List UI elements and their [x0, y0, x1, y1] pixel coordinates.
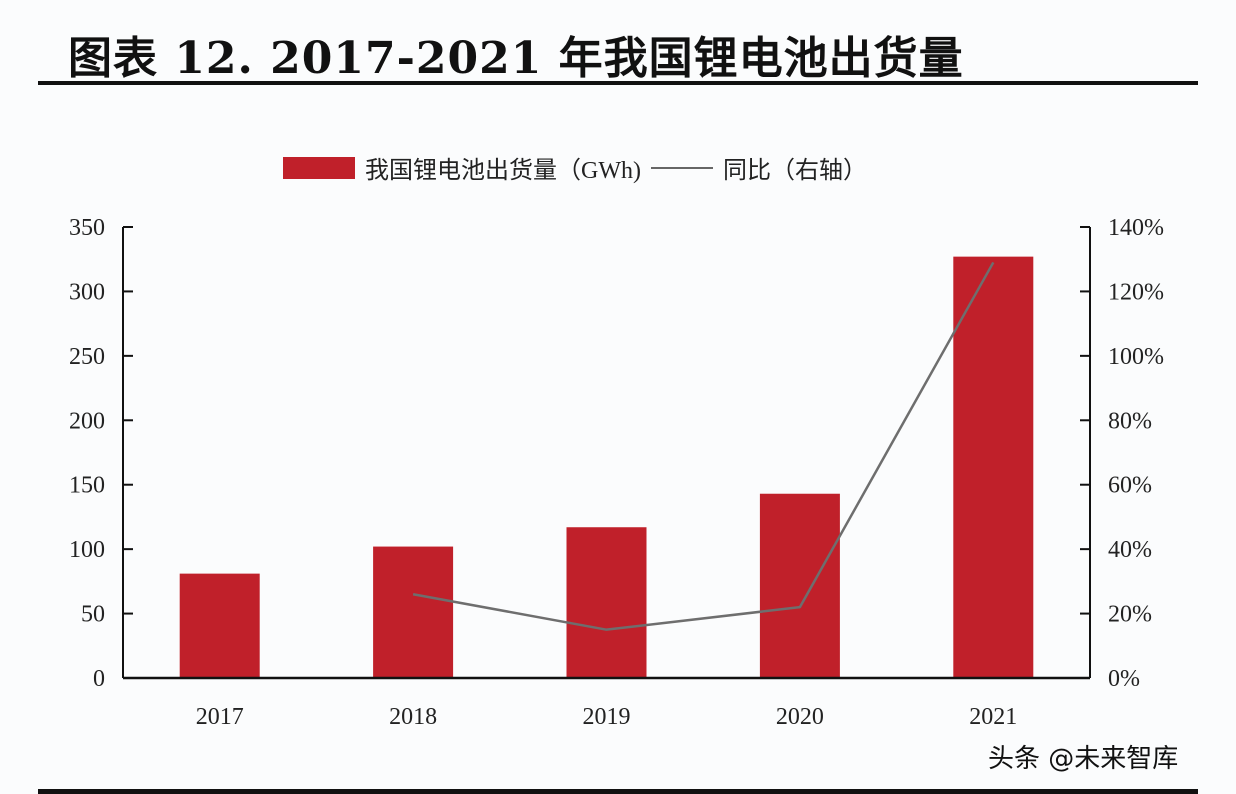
right-tick-label: 60%	[1108, 473, 1152, 499]
legend: 我国锂电池出货量 （GWh) 同比（右轴）	[283, 150, 867, 185]
right-tick-label: 80%	[1108, 408, 1152, 434]
right-tick-label: 40%	[1108, 537, 1152, 563]
legend-line-swatch	[650, 166, 713, 169]
right-tick-label: 120%	[1108, 279, 1164, 305]
watermark: 头条 @未来智库	[988, 744, 1179, 774]
yoy-line	[412, 261, 995, 631]
right-tick-label: 140%	[1108, 215, 1164, 241]
right-tick-label: 0%	[1108, 666, 1140, 692]
legend-bar-swatch	[283, 156, 355, 179]
bar-2018	[373, 546, 454, 678]
left-tick-label: 100	[69, 537, 105, 563]
title-divider	[38, 81, 1198, 85]
bottom-divider	[38, 789, 1198, 794]
bar-2019	[566, 527, 647, 678]
x-tick-label: 2020	[776, 704, 824, 730]
chart-title: 图表 12. 2017-2021 年我国锂电池出货量	[68, 33, 964, 84]
x-tick-label: 2019	[583, 704, 631, 730]
bar-2021	[953, 256, 1034, 678]
right-tick-label: 100%	[1108, 344, 1164, 370]
legend-bar-label: 我国锂电池出货量	[365, 156, 557, 184]
left-tick-label: 300	[69, 279, 105, 305]
bar-2017	[179, 573, 260, 678]
legend-line-label: 同比（右轴）	[722, 156, 867, 184]
right-tick-label: 20%	[1108, 602, 1152, 628]
left-tick-label: 0	[93, 666, 105, 692]
left-tick-label: 250	[69, 344, 105, 370]
left-tick-label: 150	[69, 473, 105, 499]
x-tick-label: 2021	[969, 704, 1017, 730]
bar-2020	[759, 493, 840, 678]
legend-bar-unit: （GWh)	[557, 158, 641, 184]
left-tick-label: 50	[81, 602, 105, 628]
x-tick-label: 2017	[196, 704, 244, 730]
left-tick-label: 200	[69, 408, 105, 434]
left-tick-label: 350	[69, 215, 105, 241]
x-tick-label: 2018	[389, 704, 437, 730]
